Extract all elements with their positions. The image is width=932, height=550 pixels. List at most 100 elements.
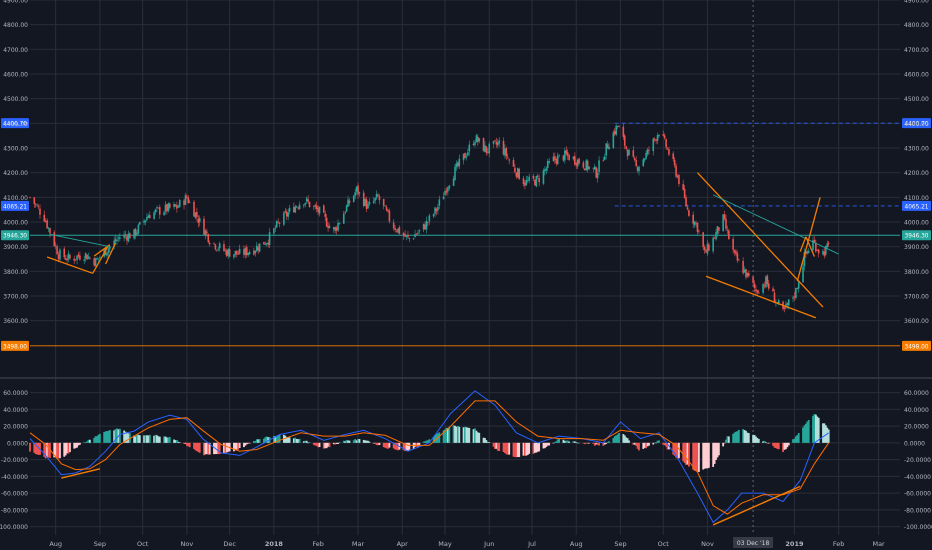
candle[interactable] — [49, 228, 51, 234]
candle[interactable] — [696, 222, 699, 232]
candle[interactable] — [274, 227, 277, 229]
candle[interactable] — [715, 232, 717, 240]
candle[interactable] — [344, 212, 346, 214]
candle[interactable] — [592, 167, 595, 169]
candle[interactable] — [327, 225, 329, 229]
candle[interactable] — [633, 158, 636, 161]
candle[interactable] — [662, 134, 665, 136]
candle[interactable] — [425, 220, 428, 230]
candle[interactable] — [313, 206, 315, 207]
candle[interactable] — [713, 237, 716, 239]
candle[interactable] — [234, 250, 237, 255]
candle[interactable] — [622, 126, 625, 137]
candle[interactable] — [36, 205, 38, 207]
candle[interactable] — [255, 245, 258, 252]
candle[interactable] — [116, 239, 118, 241]
candle[interactable] — [248, 251, 251, 255]
candle[interactable] — [283, 212, 285, 225]
candle[interactable] — [392, 222, 395, 229]
candle[interactable] — [89, 257, 91, 259]
candle[interactable] — [822, 250, 824, 255]
candle[interactable] — [307, 199, 309, 202]
candle[interactable] — [414, 234, 416, 238]
candle[interactable] — [658, 134, 660, 137]
candle[interactable] — [156, 207, 158, 209]
candle[interactable] — [435, 208, 438, 212]
candle[interactable] — [752, 276, 754, 283]
candle[interactable] — [512, 159, 515, 167]
candle[interactable] — [452, 178, 455, 187]
candle[interactable] — [96, 258, 98, 260]
candle[interactable] — [758, 292, 760, 294]
candle[interactable] — [722, 214, 724, 232]
candle[interactable] — [204, 230, 207, 236]
candle[interactable] — [134, 228, 137, 236]
candle[interactable] — [66, 258, 68, 261]
candle[interactable] — [562, 155, 565, 161]
candle[interactable] — [407, 234, 409, 238]
macd-trendline[interactable] — [61, 468, 101, 479]
candle[interactable] — [404, 234, 406, 237]
candle[interactable] — [285, 211, 288, 217]
candle[interactable] — [328, 226, 331, 229]
candle[interactable] — [226, 250, 228, 257]
candle[interactable] — [263, 241, 265, 245]
candle[interactable] — [642, 159, 645, 167]
candle[interactable] — [773, 292, 776, 304]
candle[interactable] — [448, 185, 451, 189]
candle[interactable] — [119, 237, 121, 239]
candle[interactable] — [572, 156, 575, 160]
candle[interactable] — [787, 299, 790, 306]
candle[interactable] — [158, 207, 161, 215]
candle[interactable] — [317, 207, 319, 213]
candle[interactable] — [87, 256, 90, 259]
candle[interactable] — [728, 230, 730, 240]
candle[interactable] — [742, 260, 744, 274]
candle[interactable] — [377, 194, 379, 196]
price-trendline[interactable] — [105, 242, 117, 265]
candle[interactable] — [124, 234, 127, 236]
candle[interactable] — [238, 248, 241, 254]
candle[interactable] — [56, 246, 58, 255]
candle[interactable] — [437, 206, 439, 211]
candle[interactable] — [352, 195, 355, 202]
candle[interactable] — [806, 251, 809, 254]
candle[interactable] — [605, 143, 607, 156]
candle[interactable] — [487, 151, 489, 153]
candle[interactable] — [84, 253, 87, 259]
candle[interactable] — [552, 156, 555, 161]
candle[interactable] — [97, 258, 100, 260]
candle[interactable] — [772, 288, 774, 292]
candle[interactable] — [54, 245, 57, 247]
candle[interactable] — [628, 149, 630, 156]
candle[interactable] — [732, 238, 734, 250]
candle[interactable] — [817, 249, 820, 254]
candle[interactable] — [69, 255, 71, 259]
candle[interactable] — [625, 146, 627, 149]
candle[interactable] — [177, 206, 180, 208]
candle[interactable] — [113, 240, 115, 247]
candle[interactable] — [494, 140, 496, 142]
candle[interactable] — [447, 187, 449, 192]
candle[interactable] — [305, 198, 308, 202]
candle[interactable] — [397, 228, 399, 233]
candle[interactable] — [733, 249, 736, 253]
candle[interactable] — [94, 258, 97, 267]
candle[interactable] — [107, 248, 110, 253]
candle[interactable] — [666, 148, 669, 150]
candle[interactable] — [418, 229, 421, 232]
candle[interactable] — [278, 222, 281, 224]
candle[interactable] — [53, 232, 56, 246]
candle[interactable] — [275, 221, 278, 228]
candle[interactable] — [693, 221, 696, 226]
candle[interactable] — [387, 209, 389, 212]
candle[interactable] — [472, 143, 475, 146]
candle[interactable] — [568, 155, 570, 161]
candle[interactable] — [382, 198, 385, 206]
candle[interactable] — [462, 153, 465, 161]
candle[interactable] — [93, 258, 95, 266]
candle[interactable] — [688, 210, 690, 216]
candle[interactable] — [385, 207, 388, 211]
candle[interactable] — [515, 172, 518, 177]
